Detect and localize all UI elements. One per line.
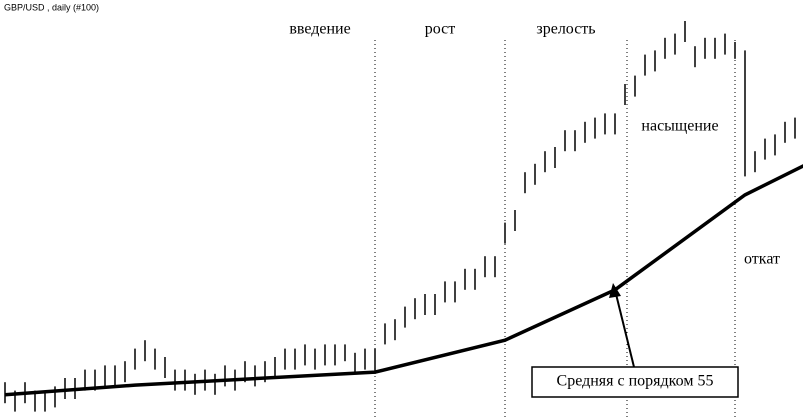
chart-title: GBP/USD , daily (#100) <box>4 2 99 12</box>
moving-average <box>4 164 803 397</box>
phase-label: насыщение <box>641 118 718 135</box>
phase-label: рост <box>425 21 456 38</box>
callout-box <box>531 366 739 398</box>
callout-arrow <box>614 289 635 368</box>
phase-label: зрелость <box>536 21 595 38</box>
callout-label: Средняя с порядком 55 <box>557 373 714 390</box>
phase-label: откат <box>744 251 780 268</box>
phase-label: введение <box>289 21 350 38</box>
